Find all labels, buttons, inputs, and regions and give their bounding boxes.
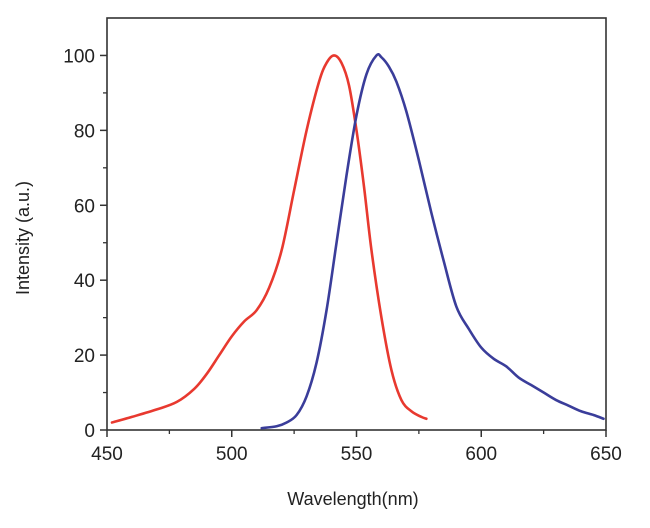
y-tick-label: 40 — [74, 271, 95, 292]
y-tick-label: 20 — [74, 346, 95, 367]
y-tick-label: 0 — [84, 421, 95, 442]
plot-frame — [106, 17, 607, 431]
x-axis-ticks: 450 500 550 600 650 — [91, 430, 622, 465]
red-curve-line — [110, 54, 428, 424]
y-axis-title: Intensity (a.u.) — [13, 181, 33, 295]
y-tick-label: 100 — [63, 46, 95, 67]
x-tick-label: 600 — [465, 444, 497, 465]
blue-curve-line — [260, 52, 605, 430]
y-tick-label: 60 — [74, 196, 95, 217]
y-axis-ticks: 0 20 40 60 80 100 — [63, 46, 107, 442]
x-tick-label: 550 — [341, 444, 373, 465]
series-layer — [110, 52, 605, 430]
y-tick-label: 80 — [74, 121, 95, 142]
x-tick-label: 450 — [91, 444, 123, 465]
x-tick-label: 650 — [590, 444, 622, 465]
x-tick-label: 500 — [216, 444, 248, 465]
x-axis-title: Wavelength(nm) — [287, 489, 418, 509]
plot-border — [106, 17, 607, 431]
